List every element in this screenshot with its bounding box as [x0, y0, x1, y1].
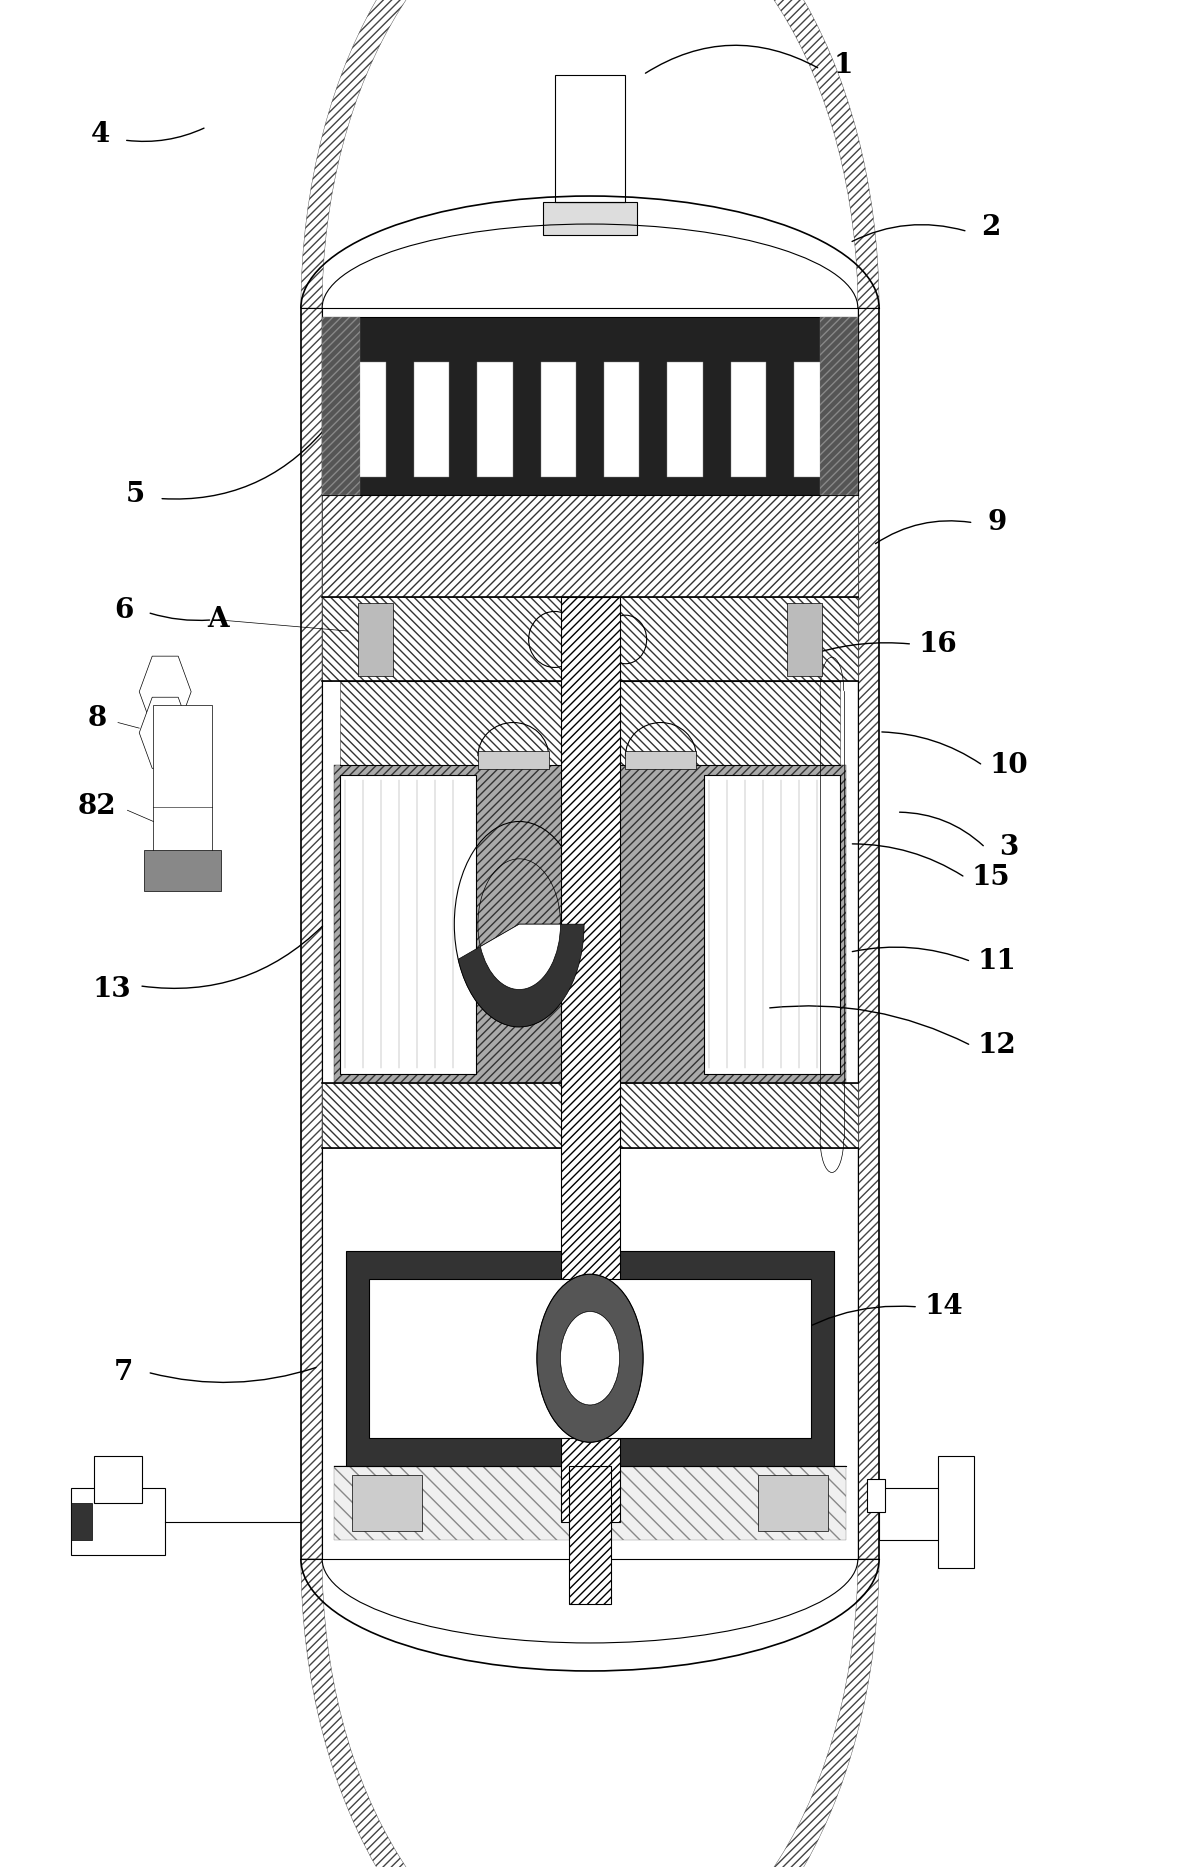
Bar — [369, 1279, 811, 1438]
Text: 15: 15 — [972, 864, 1010, 891]
Text: 5: 5 — [126, 482, 145, 508]
Bar — [938, 1456, 973, 1568]
Bar — [543, 202, 637, 235]
Text: 10: 10 — [990, 752, 1028, 779]
Text: 4: 4 — [91, 121, 110, 147]
Bar — [414, 362, 450, 478]
Bar — [352, 1475, 422, 1531]
Bar — [322, 317, 858, 495]
Bar — [540, 362, 576, 478]
Bar — [730, 362, 766, 478]
Text: 13: 13 — [93, 976, 131, 1003]
Bar — [71, 1488, 165, 1555]
Bar — [340, 681, 840, 765]
Text: 14: 14 — [925, 1294, 963, 1320]
Bar — [867, 1479, 885, 1512]
Text: 12: 12 — [978, 1032, 1016, 1059]
Wedge shape — [301, 0, 879, 308]
Bar — [569, 1466, 611, 1604]
Bar — [322, 597, 858, 681]
Bar — [820, 317, 858, 495]
Text: 7: 7 — [114, 1359, 133, 1385]
Text: 1: 1 — [834, 52, 853, 78]
Bar — [555, 75, 625, 202]
Bar — [322, 317, 360, 495]
Bar — [668, 362, 703, 478]
Bar — [350, 362, 386, 478]
Text: A: A — [208, 607, 229, 633]
Text: 11: 11 — [978, 948, 1016, 975]
Bar — [340, 775, 476, 1074]
Bar — [334, 1466, 846, 1540]
Bar — [322, 495, 858, 597]
Wedge shape — [537, 1273, 643, 1441]
Text: 8: 8 — [87, 706, 106, 732]
Bar — [153, 706, 212, 863]
Wedge shape — [458, 924, 584, 1027]
Text: 6: 6 — [114, 597, 133, 624]
Bar — [758, 1475, 828, 1531]
Bar — [604, 362, 640, 478]
Bar — [301, 308, 322, 1559]
Bar — [346, 1251, 834, 1466]
Bar — [334, 765, 846, 1083]
Bar — [787, 603, 822, 676]
Text: 16: 16 — [919, 631, 957, 657]
Bar — [879, 1488, 956, 1540]
Bar — [704, 775, 840, 1074]
Bar — [625, 751, 696, 769]
Text: 3: 3 — [999, 835, 1018, 861]
Bar — [477, 362, 512, 478]
Bar — [560, 597, 620, 1522]
Bar — [794, 362, 830, 478]
Bar — [478, 751, 549, 769]
Wedge shape — [480, 924, 560, 990]
Bar — [71, 1503, 92, 1540]
Text: 9: 9 — [988, 510, 1007, 536]
Bar — [144, 851, 221, 892]
Wedge shape — [560, 1311, 620, 1404]
Text: 82: 82 — [78, 793, 116, 820]
Bar — [94, 1456, 142, 1503]
Bar — [322, 1083, 858, 1148]
Text: 2: 2 — [982, 215, 1001, 241]
Wedge shape — [301, 1559, 879, 1867]
Bar — [358, 603, 393, 676]
Bar — [858, 308, 879, 1559]
